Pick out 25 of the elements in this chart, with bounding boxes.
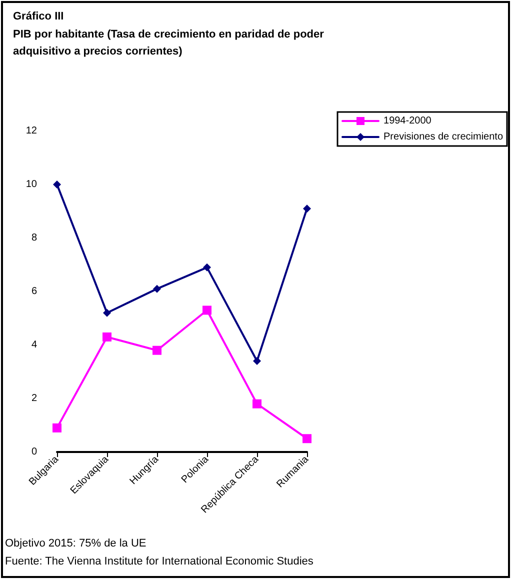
point bbox=[102, 332, 112, 342]
point bbox=[202, 306, 212, 315]
y-tick-label: 10 bbox=[26, 179, 38, 190]
y-tick-label: 8 bbox=[31, 232, 38, 244]
text: Objetivo 2015: 75% de la UE bbox=[5, 538, 146, 550]
source-note: Fuente: The Vienna Institute for International Economic Studies bbox=[5, 556, 314, 568]
point bbox=[152, 346, 162, 355]
point bbox=[253, 357, 261, 366]
y-tick-label: 4 bbox=[31, 340, 38, 350]
point bbox=[252, 399, 262, 408]
point bbox=[52, 423, 62, 432]
point bbox=[303, 204, 311, 213]
point bbox=[153, 284, 161, 293]
y-tick-label: 12 bbox=[26, 126, 38, 136]
chart-subtitle: PIB por habitante (Tasa de crecimiento en paridad de poder adquisitivo a precios corrientes) bbox=[13, 28, 327, 58]
legend-label: 1994-2000 bbox=[384, 116, 432, 126]
point bbox=[302, 434, 312, 444]
y-tick-label: 2 bbox=[31, 393, 38, 404]
legend-label: Previsiones de crecimiento bbox=[384, 132, 504, 142]
y-tick-label: 6 bbox=[31, 286, 38, 297]
point bbox=[53, 180, 61, 188]
point bbox=[203, 263, 211, 272]
point bbox=[103, 308, 111, 317]
chart-title: Gráfico III bbox=[13, 10, 64, 22]
y-tick-label: 0 bbox=[31, 446, 38, 458]
